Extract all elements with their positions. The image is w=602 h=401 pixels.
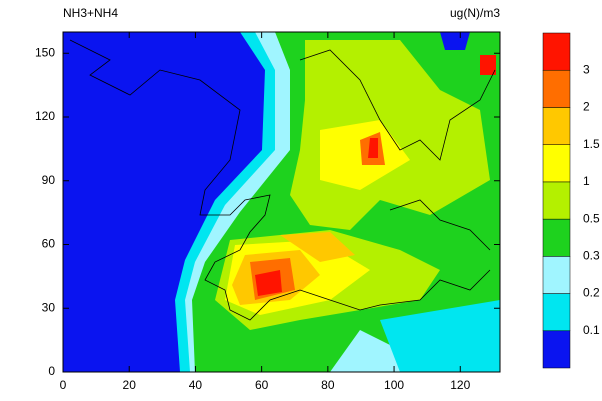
x-tick-label: 40	[189, 378, 203, 392]
x-tick-label: 60	[255, 378, 269, 392]
x-tick-label: 120	[450, 378, 470, 392]
title: NH3+NH4	[63, 6, 118, 20]
field-region	[380, 300, 500, 372]
colorbar-swatch	[542, 32, 571, 71]
y-tick-label: 30	[42, 300, 56, 314]
concentration-field	[63, 32, 500, 372]
coastlines	[69, 39, 496, 321]
y-tick-label: 0	[48, 364, 55, 378]
colorbar-label: 0.2	[583, 286, 600, 300]
coastline	[299, 49, 496, 161]
y-tick-label: 60	[42, 237, 56, 251]
colorbar-swatch	[542, 218, 571, 257]
x-tick-label: 80	[321, 378, 335, 392]
colorbar-label: 3	[583, 62, 590, 76]
colorbar-swatch	[542, 69, 571, 108]
coastline	[69, 39, 491, 321]
colorbar-label: 2	[583, 100, 590, 114]
field-region	[255, 270, 282, 296]
colorbar-label: 1	[583, 174, 590, 188]
x-tick-label: 0	[60, 378, 67, 392]
colorbar-label: 0.1	[583, 323, 600, 337]
colorbar-swatch	[542, 293, 571, 332]
colorbar-swatch	[542, 144, 571, 183]
y-tick-label: 150	[35, 45, 55, 59]
colorbar: 0.1 0.2 0.3 0.5 1 1.5 2 3	[542, 32, 600, 369]
colorbar-swatch	[542, 181, 571, 220]
x-tick-label: 100	[384, 378, 404, 392]
y-tick-label: 120	[35, 109, 55, 123]
colorbar-label: 0.3	[583, 249, 600, 263]
colorbar-swatch	[542, 330, 571, 369]
field-region	[280, 232, 355, 262]
field-region	[480, 55, 496, 75]
colorbar-swatch	[542, 256, 571, 294]
colorbar-swatch	[542, 107, 571, 145]
colorbar-label: 0.5	[583, 211, 600, 225]
y-tick-label: 90	[42, 173, 56, 187]
coastline	[389, 199, 491, 251]
plot-frame	[62, 31, 501, 373]
x-tick-label: 20	[123, 378, 137, 392]
field-region	[440, 32, 470, 50]
units: ug(N)/m3	[450, 6, 500, 20]
colorbar-label: 1.5	[583, 137, 600, 151]
axes: 0 20 40 60 80 100 120 0 30 60 90 120 150	[35, 32, 500, 392]
field-region	[368, 138, 378, 158]
